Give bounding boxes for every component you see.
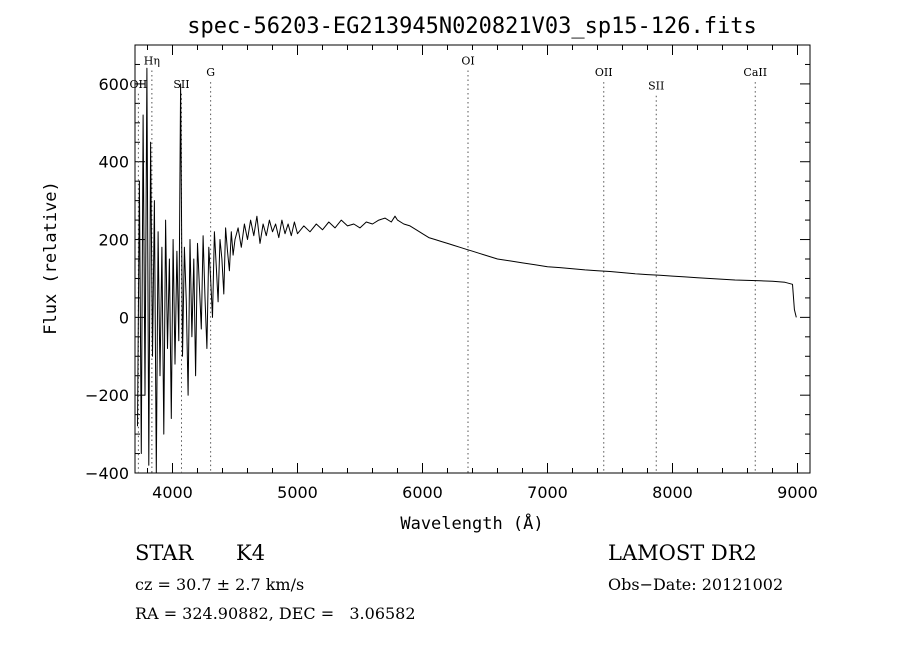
y-tick-label: 200 (98, 231, 129, 250)
y-axis-label: Flux (relative) (41, 181, 61, 335)
spectrum-line (137, 67, 797, 474)
x-tick-label: 7000 (527, 483, 568, 502)
y-tick-label: −200 (85, 386, 129, 405)
spectral-line-label: OII (130, 78, 148, 91)
x-axis-label: Wavelength (Å) (400, 512, 543, 534)
spectral-line-label: Hη (144, 54, 160, 67)
spectral-line-label: OI (461, 54, 474, 67)
y-tick-label: 400 (98, 153, 129, 172)
x-tick-label: 4000 (152, 483, 193, 502)
object-subclass: K4 (236, 541, 266, 565)
axis-ticks (135, 44, 810, 474)
obs-date: Obs−Date: 20121002 (608, 575, 784, 594)
axis-tick-labels: 4000 5000 6000 7000 8000 9000 −400 −200 0 200 400 6… (85, 75, 818, 502)
spectral-line-markers: OII Hη SII G OI OII SII CaII (130, 54, 767, 473)
ra-dec: RA = 324.90882, DEC = 3.06582 (135, 604, 416, 623)
y-tick-label: 600 (98, 75, 129, 94)
chart-title: spec-56203-EG213945N020821V03_sp15-126.f… (187, 14, 757, 39)
x-tick-label: 6000 (402, 483, 443, 502)
y-tick-label: −400 (85, 464, 129, 483)
x-tick-label: 5000 (277, 483, 318, 502)
spectral-line-label: CaII (743, 66, 767, 79)
series-group (137, 67, 797, 474)
spectral-line-label: OII (595, 66, 613, 79)
redshift-cz: cz = 30.7 ± 2.7 km/s (135, 575, 305, 594)
plot-frame (134, 44, 811, 474)
spectral-line-label: SII (173, 78, 189, 91)
x-tick-label: 8000 (652, 483, 693, 502)
survey-name: LAMOST DR2 (608, 541, 757, 565)
plot-border (134, 44, 811, 474)
x-tick-label: 9000 (777, 483, 818, 502)
y-tick-label: 0 (119, 308, 129, 327)
spectral-line-label: G (206, 66, 215, 79)
spectral-line-label: SII (648, 80, 664, 93)
object-class: STAR (135, 541, 194, 565)
